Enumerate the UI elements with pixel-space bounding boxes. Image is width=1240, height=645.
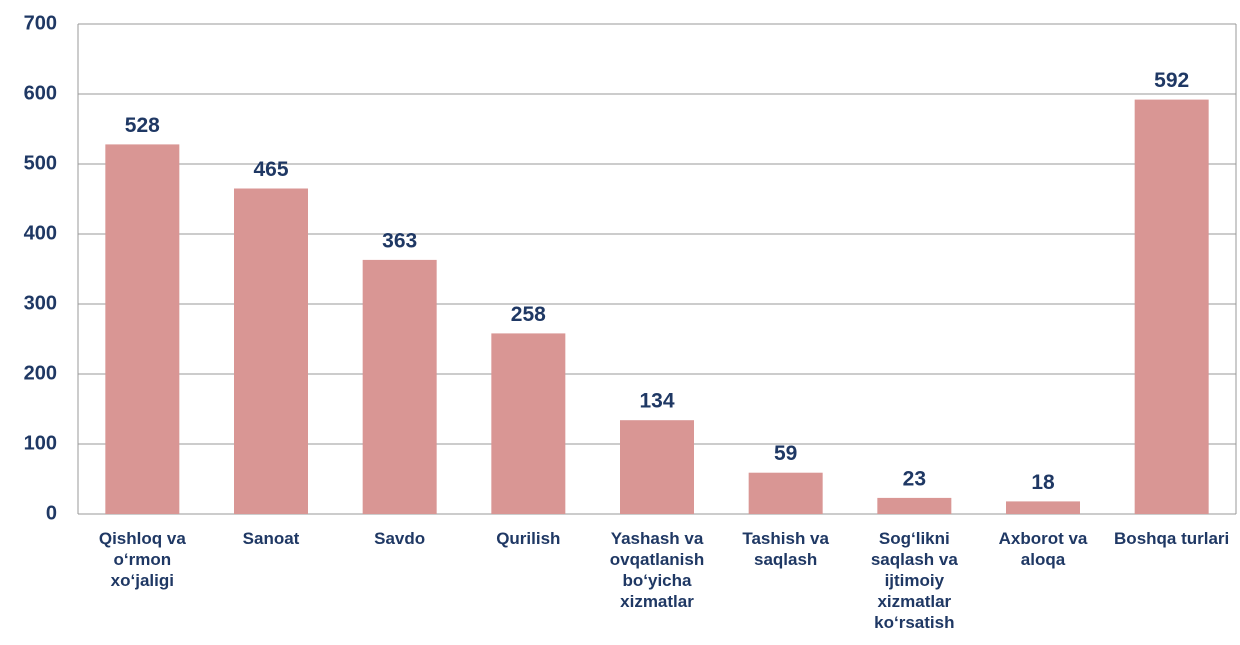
bar (491, 333, 566, 514)
y-tick-label: 0 (46, 502, 57, 524)
data-label: 465 (253, 158, 288, 181)
y-tick-label: 500 (24, 152, 57, 174)
y-tick-label: 600 (24, 82, 57, 104)
y-tick-label: 300 (24, 292, 57, 314)
x-tick-label: Qurilish (496, 529, 561, 548)
data-label: 18 (1031, 471, 1055, 494)
bar (105, 144, 180, 514)
bar (1134, 99, 1209, 514)
data-label: 23 (903, 467, 926, 490)
bar (234, 188, 308, 514)
data-label: 134 (639, 390, 674, 413)
x-tick-label: Boshqa turlari (1114, 529, 1230, 548)
data-label: 363 (382, 229, 417, 252)
bar (748, 472, 823, 514)
x-tick-label: Qishloq va o‘rmon xo‘jaligi (98, 529, 186, 590)
x-tick-label: Sog‘likni saqlash va ijtimoiy xizmatlar … (870, 529, 958, 632)
y-tick-label: 700 (24, 12, 57, 34)
x-tick-label: Sanoat (242, 529, 300, 548)
y-tick-label: 100 (24, 432, 57, 454)
bar (362, 259, 437, 514)
x-tick-label: Savdo (374, 529, 426, 548)
x-tick-label: Tashish va saqlash (742, 529, 829, 569)
data-label: 528 (125, 114, 160, 137)
y-tick-label: 200 (24, 362, 57, 384)
bar (1006, 501, 1080, 514)
data-label: 59 (774, 442, 797, 465)
data-label: 592 (1154, 69, 1189, 92)
x-tick-label: Yashash va ovqatlanish bo‘yicha xizmatla… (609, 529, 705, 611)
bar (620, 420, 694, 514)
data-label: 258 (511, 303, 546, 326)
bar (877, 497, 952, 514)
y-tick-label: 400 (24, 222, 57, 244)
x-tick-label: Axborot va aloqa (998, 529, 1088, 569)
